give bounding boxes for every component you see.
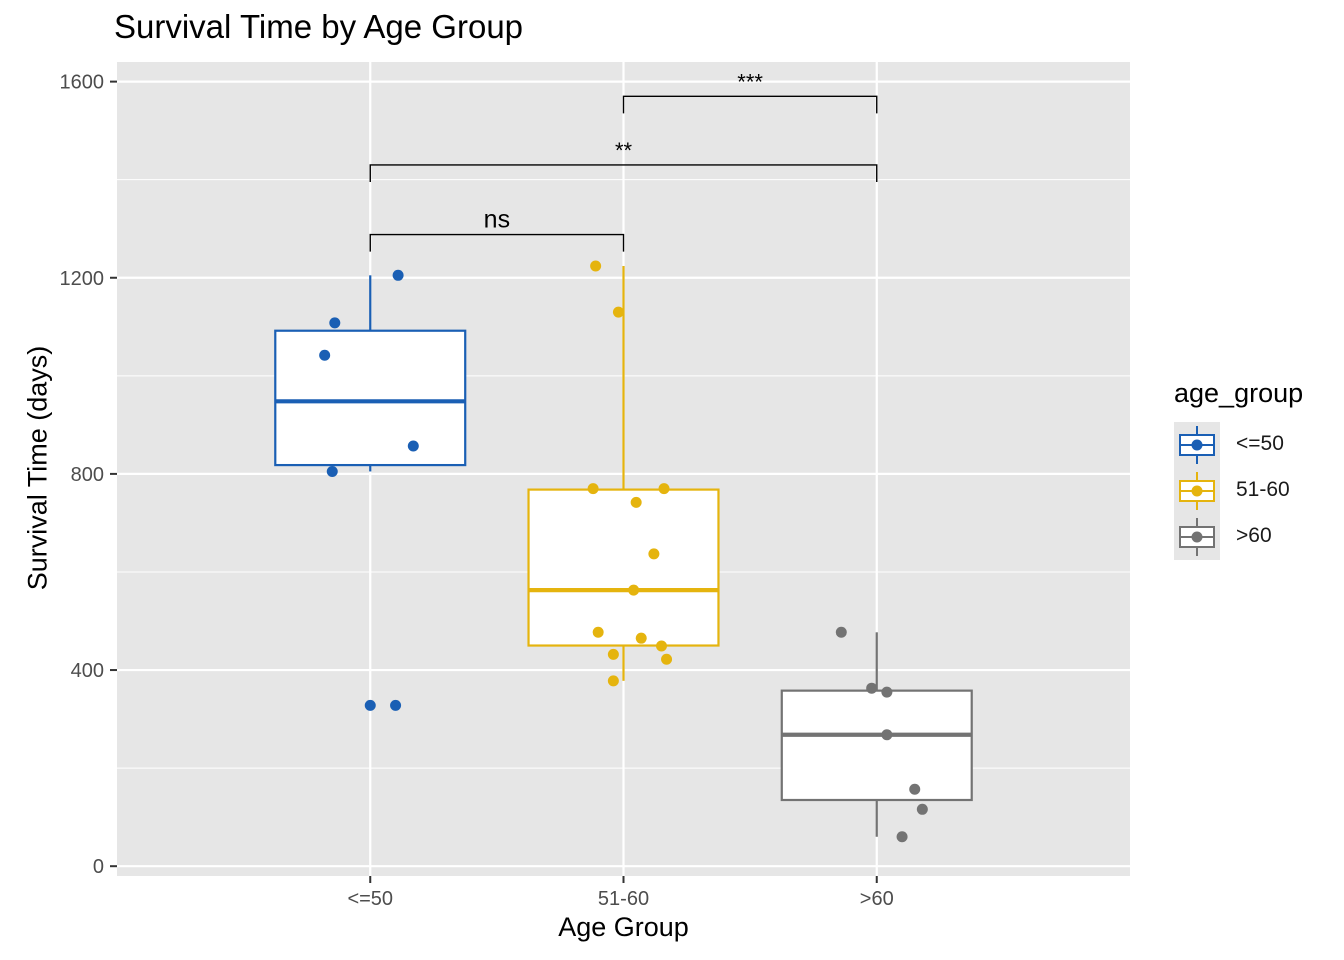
legend-item-gt60: >60 — [1174, 514, 1344, 560]
legend-key-gt60 — [1174, 514, 1220, 560]
data-point-51-60 — [635, 632, 647, 644]
data-point-51-60 — [630, 496, 642, 508]
x-tick-label: <=50 — [347, 888, 393, 910]
significance-bracket — [369, 164, 878, 182]
significance-label: ns — [484, 206, 510, 234]
box-gt60 — [780, 689, 973, 802]
legend-item-le50: <=50 — [1174, 422, 1344, 468]
data-point-51-60 — [587, 483, 599, 495]
legend-point — [1191, 531, 1203, 543]
data-point-51-60 — [590, 260, 602, 272]
data-point-le50 — [390, 699, 402, 711]
significance-bracket — [622, 95, 878, 114]
significance-brackets: ns***** — [369, 69, 878, 252]
data-point-le50 — [329, 317, 341, 329]
data-point-le50 — [326, 465, 338, 477]
data-point-gt60 — [896, 831, 908, 843]
data-point-gt60 — [909, 783, 921, 795]
data-point-51-60 — [648, 548, 660, 560]
boxplot-layer — [274, 265, 973, 837]
data-point-gt60 — [881, 729, 893, 741]
x-axis-label: Age Group — [558, 912, 689, 942]
data-point-le50 — [407, 440, 419, 452]
y-axis-label: Survival Time (days) — [22, 345, 53, 591]
legend-label-le50: <=50 — [1236, 432, 1284, 455]
jitter-points-layer — [319, 260, 928, 843]
legend-point — [1191, 485, 1203, 497]
data-point-le50 — [364, 699, 376, 711]
y-tick-label: 1600 — [60, 72, 105, 94]
legend-key-le50 — [1174, 422, 1220, 468]
data-point-gt60 — [916, 803, 928, 815]
legend-key-51-60 — [1174, 468, 1220, 514]
data-point-le50 — [392, 269, 404, 281]
legend-item-51-60: 51-60 — [1174, 468, 1344, 514]
y-tick-label: 1200 — [60, 268, 105, 290]
legend-label-gt60: >60 — [1236, 524, 1272, 547]
data-point-le50 — [319, 349, 331, 361]
data-point-51-60 — [607, 648, 619, 660]
data-point-51-60 — [607, 675, 619, 687]
data-point-51-60 — [658, 483, 670, 495]
y-tick-label: 800 — [71, 464, 104, 486]
data-point-51-60 — [655, 640, 667, 652]
box-le50 — [274, 329, 467, 467]
box-51-60 — [527, 488, 720, 647]
data-point-51-60 — [612, 306, 624, 318]
data-point-gt60 — [881, 686, 893, 698]
data-point-51-60 — [661, 653, 673, 665]
x-axis: <=50 51-60 >60 — [347, 876, 894, 910]
data-point-51-60 — [628, 584, 640, 596]
legend-title: age_group — [1174, 378, 1304, 408]
legend-label-51-60: 51-60 — [1236, 478, 1290, 501]
significance-label: *** — [737, 69, 763, 94]
y-tick-label: 400 — [71, 660, 104, 682]
x-tick-label: 51-60 — [598, 888, 649, 910]
legend-point — [1191, 439, 1203, 451]
significance-bracket — [369, 233, 625, 252]
y-tick-label: 0 — [93, 856, 104, 878]
y-axis: 0 400 800 1200 1600 — [60, 72, 117, 878]
significance-label: ** — [615, 138, 633, 163]
data-point-51-60 — [592, 626, 604, 638]
data-point-gt60 — [866, 682, 878, 694]
chart-title: Survival Time by Age Group — [114, 8, 524, 45]
x-tick-label: >60 — [860, 888, 894, 910]
data-point-gt60 — [835, 626, 847, 638]
